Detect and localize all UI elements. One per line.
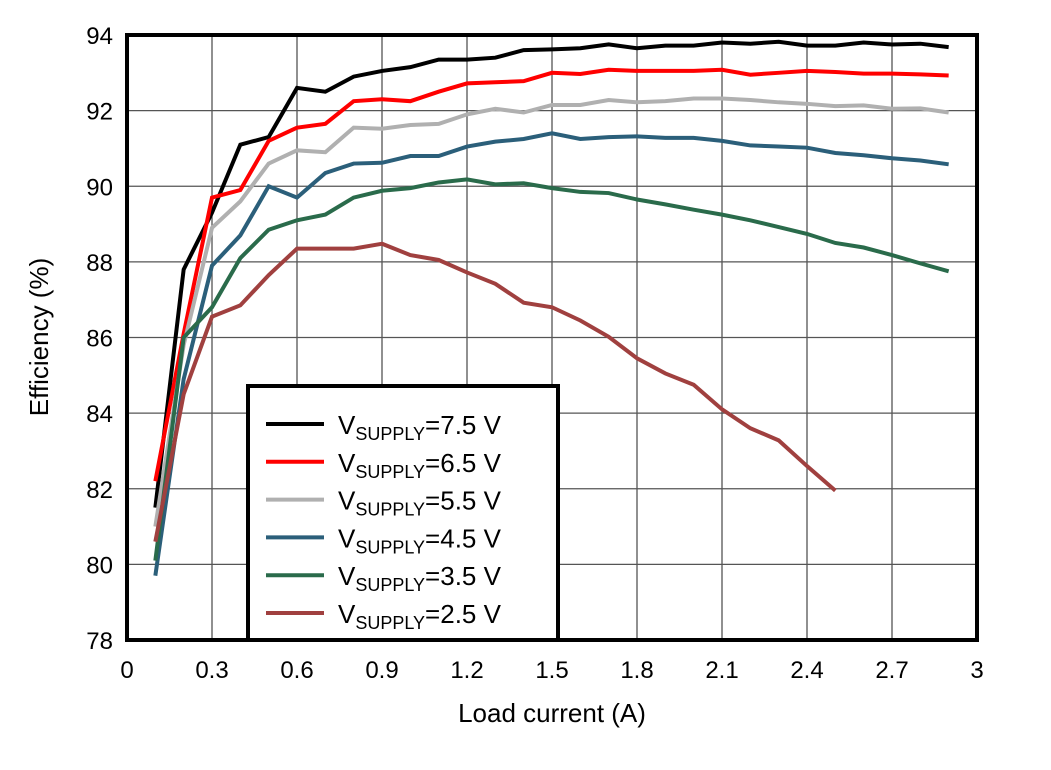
x-tick-label: 3 bbox=[970, 657, 983, 684]
plot-frame bbox=[125, 33, 979, 642]
series-line-0 bbox=[153, 39, 949, 508]
x-tick-label: 0.6 bbox=[280, 657, 313, 684]
x-tick-label: 0 bbox=[120, 657, 133, 684]
x-tick-label: 2.1 bbox=[705, 657, 738, 684]
x-tick-label: 1.2 bbox=[450, 657, 483, 684]
y-tick-label: 78 bbox=[86, 628, 113, 655]
legend-entry: VSUPPLY=5.5 V bbox=[338, 486, 502, 520]
y-tick-label: 84 bbox=[86, 401, 113, 428]
y-tick-label: 94 bbox=[86, 23, 113, 50]
x-axis-label: Load current (A) bbox=[458, 698, 646, 728]
legend-entry: VSUPPLY=3.5 V bbox=[338, 561, 502, 595]
legend-entry: VSUPPLY=4.5 V bbox=[338, 523, 502, 557]
x-tick-label: 1.8 bbox=[620, 657, 653, 684]
series-line-5 bbox=[153, 241, 837, 543]
series-line-3 bbox=[153, 131, 949, 577]
series-line-4 bbox=[153, 177, 950, 561]
legend-entry: VSUPPLY=7.5 V bbox=[338, 410, 502, 444]
series-lines bbox=[153, 39, 950, 577]
y-tick-label: 92 bbox=[86, 99, 113, 126]
y-tick-label: 90 bbox=[86, 174, 113, 201]
x-tick-label: 1.5 bbox=[535, 657, 568, 684]
series-line-2 bbox=[153, 96, 949, 527]
x-tick-label: 2.7 bbox=[875, 657, 908, 684]
y-tick-label: 82 bbox=[86, 477, 113, 504]
x-tick-labels: 0 0.3 0.6 0.9 1.2 1.5 1.8 2.1 2.4 2.7 3 bbox=[120, 657, 983, 684]
y-tick-labels: 78 80 82 84 86 88 90 92 94 bbox=[86, 23, 113, 655]
x-tick-label: 0.3 bbox=[195, 657, 228, 684]
y-tick-label: 80 bbox=[86, 552, 113, 579]
x-tick-label: 0.9 bbox=[365, 657, 398, 684]
series-line-1 bbox=[153, 67, 949, 482]
y-tick-label: 86 bbox=[86, 326, 113, 353]
legend-entry: VSUPPLY=2.5 V bbox=[338, 599, 502, 633]
x-tick-label: 2.4 bbox=[790, 657, 823, 684]
y-tick-label: 88 bbox=[86, 250, 113, 277]
legend-entry: VSUPPLY=6.5 V bbox=[338, 448, 502, 482]
y-axis-label: Efficiency (%) bbox=[24, 258, 54, 416]
